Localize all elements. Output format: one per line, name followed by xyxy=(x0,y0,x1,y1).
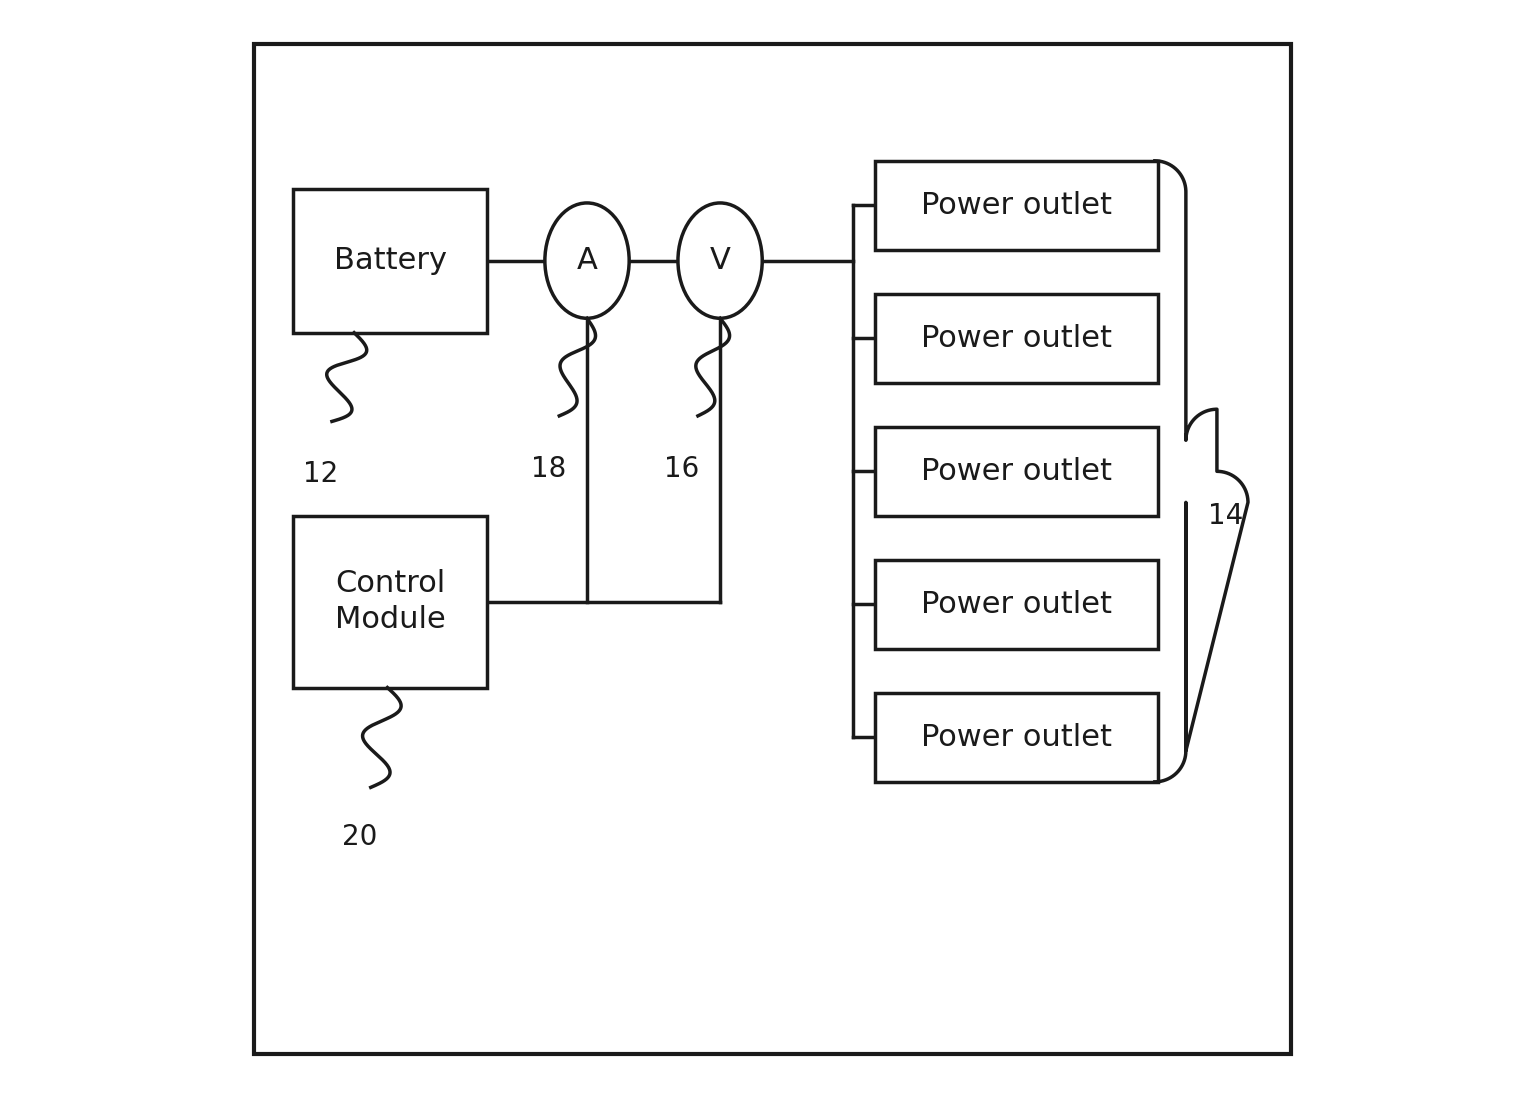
Ellipse shape xyxy=(545,203,630,318)
Text: Power outlet: Power outlet xyxy=(921,324,1112,353)
FancyBboxPatch shape xyxy=(875,161,1158,250)
Text: 14: 14 xyxy=(1207,501,1243,530)
FancyBboxPatch shape xyxy=(293,189,487,333)
Text: Power outlet: Power outlet xyxy=(921,191,1112,220)
Ellipse shape xyxy=(678,203,762,318)
Text: Power outlet: Power outlet xyxy=(921,590,1112,619)
FancyBboxPatch shape xyxy=(875,427,1158,516)
Text: A: A xyxy=(576,246,598,275)
Text: Power outlet: Power outlet xyxy=(921,723,1112,752)
Text: 16: 16 xyxy=(664,455,699,482)
FancyBboxPatch shape xyxy=(875,693,1158,782)
Text: Power outlet: Power outlet xyxy=(921,457,1112,486)
Text: Battery: Battery xyxy=(334,246,447,275)
FancyBboxPatch shape xyxy=(254,44,1291,1054)
Text: 20: 20 xyxy=(342,823,377,851)
FancyBboxPatch shape xyxy=(293,516,487,688)
FancyBboxPatch shape xyxy=(875,294,1158,383)
Text: 18: 18 xyxy=(531,455,565,482)
Text: 12: 12 xyxy=(303,460,339,488)
Text: V: V xyxy=(710,246,730,275)
FancyBboxPatch shape xyxy=(875,560,1158,649)
Text: Control
Module: Control Module xyxy=(334,569,445,634)
